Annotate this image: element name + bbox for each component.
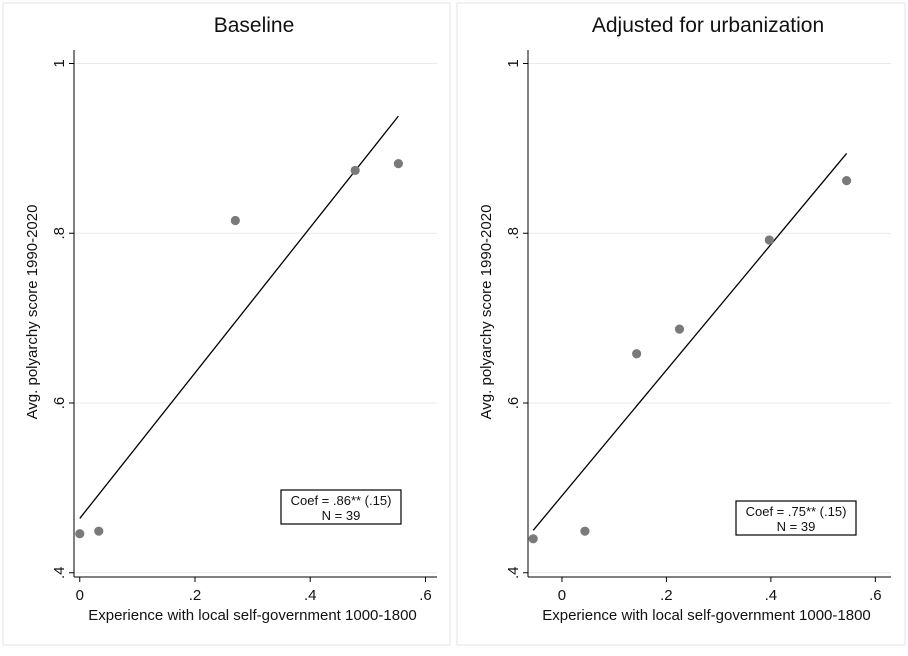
coef-box [280,489,402,525]
data-point [94,526,104,536]
y-tick-label: .6 [51,397,68,410]
y-tick-label: .6 [505,397,522,410]
data-point [764,235,774,245]
x-tick-label: .4 [765,587,778,604]
n-text: N = 39 [777,519,816,534]
x-axis-label: Experience with local self-government 10… [542,607,871,624]
data-point [528,534,538,544]
n-text: N = 39 [322,508,361,523]
data-point [75,529,85,539]
y-tick-label: 1 [51,59,68,67]
data-point [842,176,852,186]
fit-line [532,153,848,531]
x-tick-label: 0 [558,587,566,604]
panel-frame [456,2,906,646]
x-tick-label: .4 [304,587,317,604]
chart-title: Baseline [214,14,295,37]
data-point [350,165,360,176]
x-axis-label: Experience with local self-government 10… [88,607,417,624]
fit-line [79,115,399,519]
x-tick-label: .6 [419,587,432,604]
y-axis-label: Avg. polyarchy score 1990-2020 [478,205,495,420]
data-point [580,526,590,536]
coef-text: Coef = .75** (.15) [746,504,847,519]
coef-box [735,500,857,536]
y-tick-label: .4 [505,566,522,579]
data-point [230,215,240,226]
y-axis-label: Avg. polyarchy score 1990-2020 [24,205,41,420]
panel-frame [2,2,451,646]
chart-panel-2: Adjusted for urbanization .4 .6 .8 1 0 .2 .4 .6 E… [456,2,906,646]
data-point [393,159,403,169]
coef-text: Coef = .86** (.15) [291,493,392,508]
x-tick-label: .2 [189,587,202,604]
x-tick-label: .6 [869,587,882,604]
y-tick-label: .8 [51,227,68,240]
y-tick-label: 1 [505,59,522,67]
data-point [632,349,642,359]
y-tick-label: .4 [51,566,68,579]
x-tick-label: 0 [76,587,84,604]
x-tick-label: .2 [660,587,673,604]
y-tick-label: .8 [505,227,522,240]
data-point [674,324,685,334]
chart-title: Adjusted for urbanization [592,14,824,37]
